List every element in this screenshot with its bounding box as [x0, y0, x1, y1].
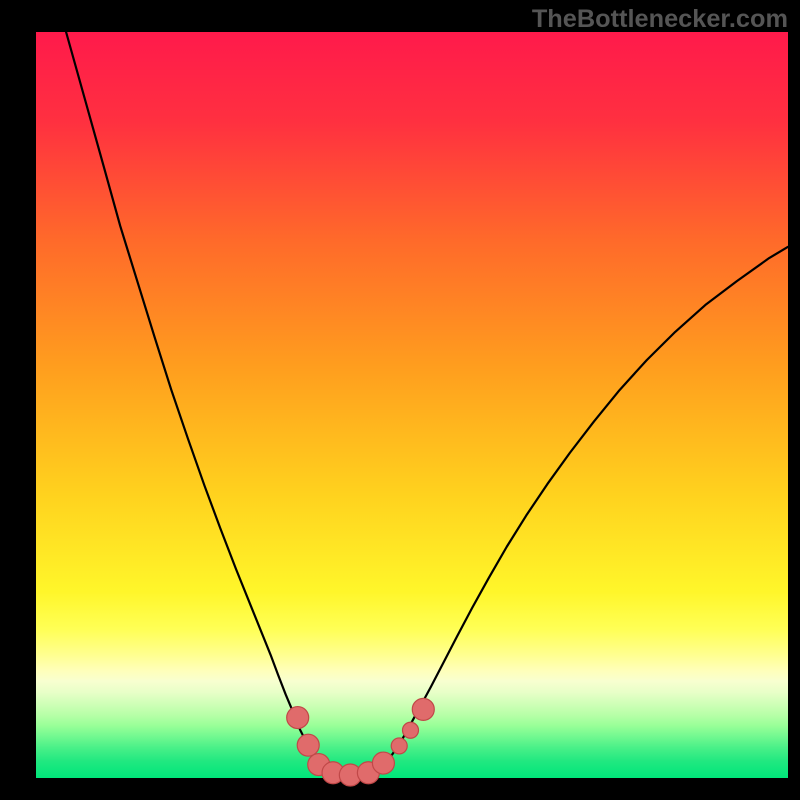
data-marker [372, 752, 394, 774]
chart-container: TheBottlenecker.com [0, 0, 800, 800]
data-marker [297, 734, 319, 756]
curve-overlay [0, 0, 800, 800]
bottleneck-curve [66, 32, 788, 775]
data-marker [403, 722, 419, 738]
data-marker [412, 698, 434, 720]
watermark-text: TheBottlenecker.com [532, 5, 788, 34]
data-marker [287, 707, 309, 729]
data-marker [391, 738, 407, 754]
